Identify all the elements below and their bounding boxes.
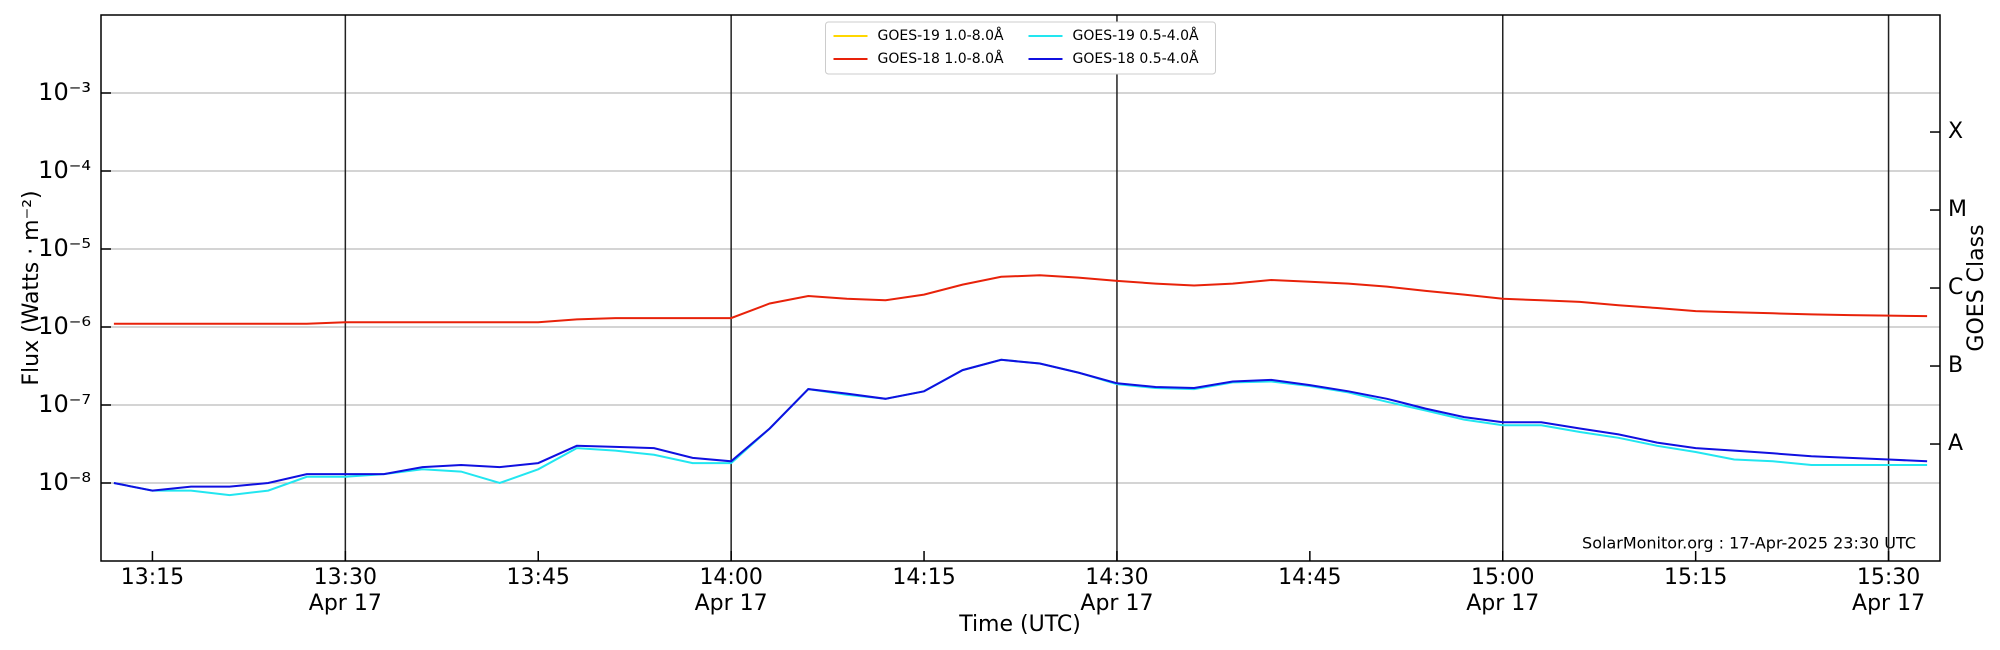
y2-tick-label: M	[1948, 197, 1967, 222]
y-tick-label: 10⁻³	[38, 78, 91, 106]
y-tick-label: 10⁻⁴	[38, 156, 91, 184]
x-tick-label: 15:00 Apr 17	[1466, 565, 1540, 616]
y-tick-label: 10⁻⁶	[38, 312, 91, 340]
x-axis-label: Time (UTC)	[958, 612, 1081, 637]
series-line	[113, 358, 1928, 497]
y2-tick-label: C	[1948, 275, 1963, 300]
y2-tick-label: X	[1948, 119, 1963, 144]
x-tick-label: 13:15	[120, 565, 185, 590]
x-tick-label: 14:15	[892, 565, 956, 590]
legend-label: GOES-18 1.0-8.0Å	[878, 50, 1004, 67]
x-tick-label: 15:15	[1663, 565, 1728, 590]
y-axis-label: Flux (Watts · m⁻²)	[19, 190, 44, 385]
x-tick-label: 13:30 Apr 17	[308, 565, 382, 616]
y2-tick-label: B	[1948, 353, 1963, 378]
x-tick-label: 15:30 Apr 17	[1852, 565, 1926, 616]
legend-label: GOES-18 0.5-4.0Å	[1073, 50, 1199, 67]
plot-frame	[100, 14, 1941, 562]
y-tick-label: 10⁻⁸	[38, 468, 91, 496]
annotation: SolarMonitor.org : 17-Apr-2025 23:30 UTC	[1582, 534, 1916, 553]
legend-label: GOES-19 1.0-8.0Å	[878, 27, 1004, 44]
y2-tick-label: A	[1948, 431, 1963, 456]
legend-label: GOES-19 0.5-4.0Å	[1073, 27, 1199, 44]
y-tick-label: 10⁻⁵	[38, 234, 91, 262]
y-tick-label: 10⁻⁷	[38, 390, 91, 418]
legend-box	[825, 21, 1216, 75]
x-tick-label: 14:45	[1278, 565, 1342, 590]
legend: GOES-19 1.0-8.0Å GOES-18 1.0-8.0Å GOES-19 …	[825, 21, 1216, 75]
x-tick-label: 13:45	[506, 565, 570, 590]
x-tick-label: 14:00 Apr 17	[694, 565, 768, 616]
x-tick-label: 14:30 Apr 17	[1080, 565, 1154, 616]
series-line	[113, 274, 1928, 325]
y2-axis-label: GOES Class	[1964, 224, 1989, 351]
series-line	[113, 358, 1928, 492]
